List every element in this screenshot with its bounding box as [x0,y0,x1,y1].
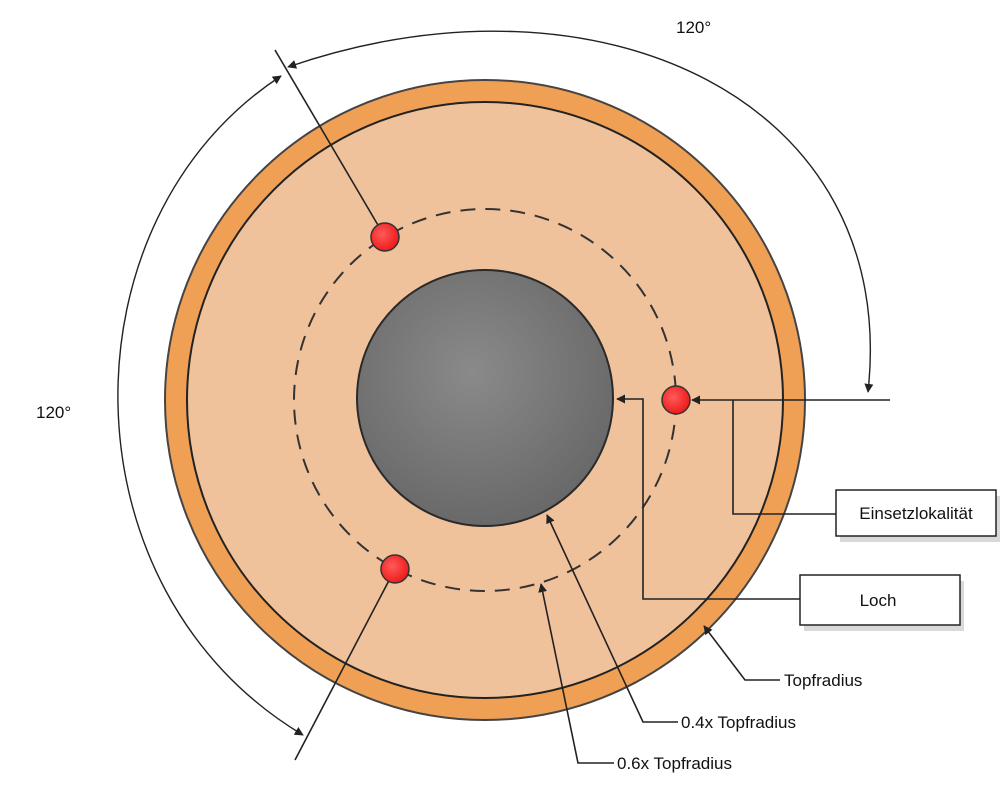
leader-loch [616,394,800,600]
label-box-loch: Loch [799,574,964,631]
label-topfradius: Topfradius [784,671,862,690]
label-box-einsetzlokalitaet: Einsetzlokalität [835,489,1000,542]
leader-topfradius [703,625,780,681]
label-r06: 0.6x Topfradius [617,754,732,773]
label-r04: 0.4x Topfradius [681,713,796,732]
insertion-marker-right [661,385,691,415]
label-loch: Loch [860,591,897,610]
leader-r06 [538,583,614,764]
angle-arc-left [117,75,304,736]
angle-arc-top [287,30,874,393]
insertion-marker-bottom [380,554,410,584]
insertion-marker-top [370,222,400,252]
radial-line-bottom [294,568,396,761]
center-hole [356,269,614,527]
label-einsetzlokalitaet: Einsetzlokalität [859,504,973,523]
label-angle-top: 120° [676,18,711,37]
label-angle-left: 120° [36,403,71,422]
leader-einsetzlokalitaet [732,400,836,515]
leader-r04 [546,514,678,723]
